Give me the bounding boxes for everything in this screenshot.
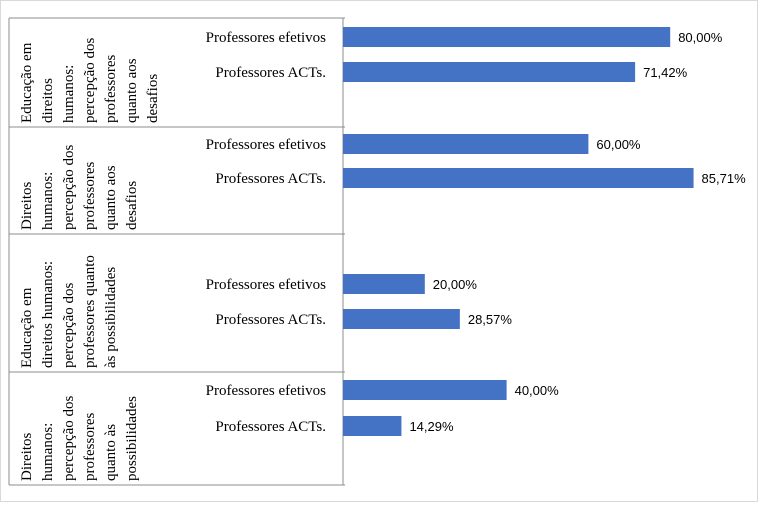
bar: [343, 416, 402, 436]
bar: [343, 380, 507, 400]
group-label-line: percepção dos: [82, 37, 98, 123]
group-label-line: quanto aos: [103, 165, 119, 230]
group-label-line: humanos:: [40, 172, 56, 230]
group-label-line: humanos:: [40, 423, 56, 481]
group-label-line: professores: [82, 162, 98, 230]
group-label-line: percepção dos: [61, 144, 77, 230]
group-label-line: Educação em: [19, 287, 35, 368]
group-label-line: desafios: [124, 181, 140, 230]
bar: [343, 62, 636, 82]
bar: [343, 134, 589, 154]
category-label: Professores ACTs.: [215, 171, 326, 187]
group-label-line: Direitos: [19, 182, 35, 230]
group-label-line: professores: [103, 55, 119, 123]
group-label-line: professores quanto: [82, 255, 98, 368]
category-label: Professores ACTs.: [215, 419, 326, 435]
group-label-line: percepção dos: [61, 395, 77, 481]
group-label-line: direitos: [40, 78, 56, 123]
group-label-line: desafios: [145, 74, 161, 123]
data-label: 20,00%: [433, 277, 478, 292]
data-label: 40,00%: [515, 383, 560, 398]
category-label: Professores efetivos: [206, 30, 327, 46]
group-label-line: quanto aos: [124, 58, 140, 123]
bar: [343, 309, 460, 329]
category-label: Professores ACTs.: [215, 312, 326, 328]
group-label-line: percepção dos: [61, 282, 77, 368]
group-label-line: direitos humanos:: [40, 261, 56, 368]
group-label-line: Educação em: [19, 42, 35, 123]
category-label: Professores efetivos: [206, 383, 327, 399]
group-label-line: às possibilidades: [103, 267, 119, 368]
group-label-line: professores: [82, 413, 98, 481]
data-label: 80,00%: [678, 30, 723, 45]
bar: [343, 274, 425, 294]
bar: [343, 27, 671, 47]
data-label: 14,29%: [409, 419, 454, 434]
group-label-line: humanos:: [61, 65, 77, 123]
category-label: Professores efetivos: [206, 137, 327, 153]
category-label: Professores efetivos: [206, 277, 327, 293]
data-label: 71,42%: [643, 65, 688, 80]
data-label: 60,00%: [596, 137, 641, 152]
data-label: 28,57%: [468, 312, 513, 327]
group-label-line: possibilidades: [124, 396, 140, 481]
group-label-line: quanto às: [103, 424, 119, 481]
category-label: Professores ACTs.: [215, 65, 326, 81]
bar: [343, 168, 694, 188]
data-label: 85,71%: [702, 171, 747, 186]
group-label-line: Direitos: [19, 433, 35, 481]
